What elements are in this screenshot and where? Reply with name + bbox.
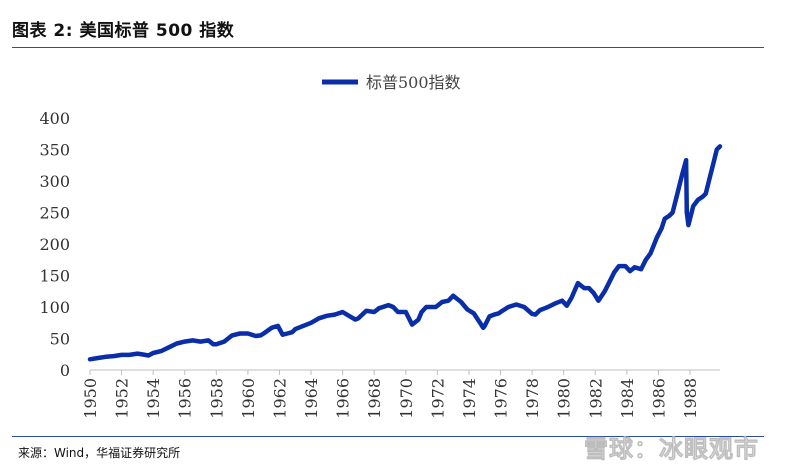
x-tick-label: 1986	[649, 378, 668, 419]
y-tick-label: 250	[39, 204, 70, 223]
source-note: 来源：Wind，华福证券研究所	[18, 446, 181, 460]
x-tick-label: 1966	[334, 378, 353, 419]
x-tick-label: 1950	[81, 378, 100, 419]
y-tick-label: 400	[39, 109, 70, 128]
x-tick-label: 1988	[681, 378, 700, 419]
x-tick-label: 1958	[207, 378, 226, 419]
x-tick-label: 1980	[555, 378, 574, 419]
x-axis-labels: 1950 1952 1954 1956 1958 1960 1962 1964 1966 1968…	[81, 378, 700, 419]
y-tick-label: 200	[39, 235, 70, 254]
x-tick-label: 1978	[523, 378, 542, 419]
y-tick-label: 100	[39, 298, 70, 317]
x-tick-label: 1960	[239, 378, 258, 419]
top-divider	[12, 47, 764, 48]
x-tick-label: 1972	[428, 378, 447, 419]
y-tick-label: 0	[60, 361, 70, 380]
x-tick-label: 1984	[618, 378, 637, 419]
y-tick-label: 150	[39, 267, 70, 286]
x-tick-label: 1982	[586, 378, 605, 419]
x-tick-label: 1954	[144, 378, 163, 419]
x-tick-label: 1964	[302, 378, 321, 419]
legend-label: 标普500指数	[366, 73, 461, 92]
y-tick-label: 350	[39, 141, 70, 160]
x-tick-label: 1968	[365, 378, 384, 419]
y-tick-label: 50	[50, 330, 70, 349]
y-tick-label: 300	[39, 172, 70, 191]
watermark-text: 雪球：冰眼观市	[584, 435, 759, 464]
x-tick-label: 1962	[270, 378, 289, 419]
x-tick-label: 1974	[460, 378, 479, 419]
series-line-sp500	[87, 144, 723, 362]
x-tick-label: 1976	[492, 378, 511, 419]
bottom-divider	[12, 436, 764, 437]
legend: 标普500指数	[322, 73, 461, 92]
x-tick-label: 1956	[176, 378, 195, 419]
axes	[89, 369, 720, 375]
figure-title: 图表 2: 美国标普 500 指数	[12, 21, 235, 41]
y-axis-labels: 0 50 100 150 200 250 300 350 400	[39, 109, 70, 380]
x-tick-label: 1952	[113, 378, 132, 419]
x-tick-label: 1970	[397, 378, 416, 419]
